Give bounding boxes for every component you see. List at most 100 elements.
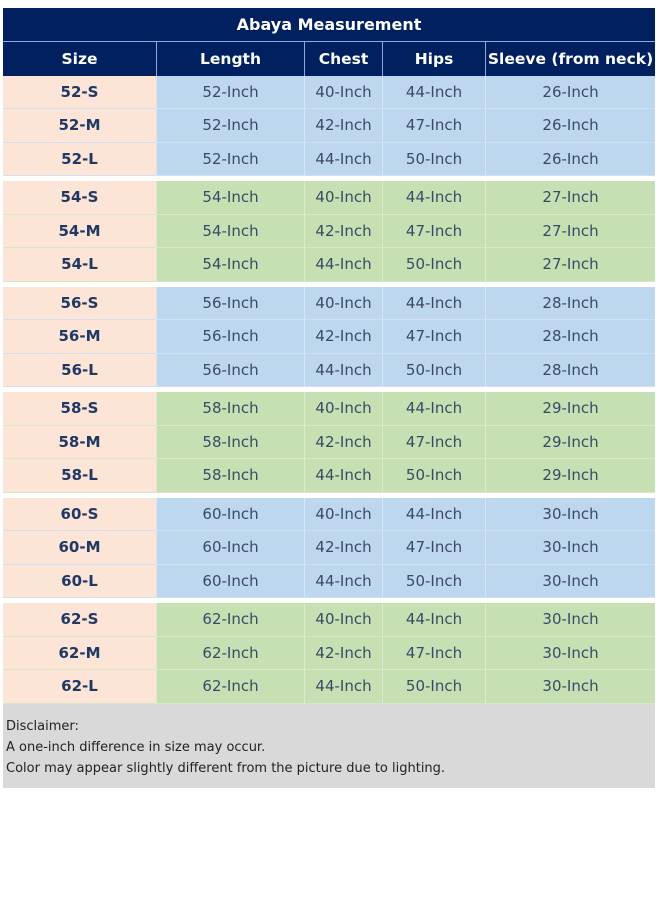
table-row: 56-L 56-Inch 44-Inch 50-Inch 28-Inch xyxy=(3,353,655,387)
header-length: Length xyxy=(157,42,305,76)
size-cell: 54-L xyxy=(3,248,157,282)
hips-cell: 50-Inch xyxy=(383,353,486,387)
table-row: 60-M 60-Inch 42-Inch 47-Inch 30-Inch xyxy=(3,531,655,565)
header-hips: Hips xyxy=(383,42,486,76)
table-row: 58-S 58-Inch 40-Inch 44-Inch 29-Inch xyxy=(3,392,655,426)
hips-cell: 44-Inch xyxy=(383,75,486,109)
table-row: 52-L 52-Inch 44-Inch 50-Inch 26-Inch xyxy=(3,142,655,176)
table-row: 62-S 62-Inch 40-Inch 44-Inch 30-Inch xyxy=(3,603,655,637)
table-row: 58-M 58-Inch 42-Inch 47-Inch 29-Inch xyxy=(3,425,655,459)
chest-cell: 44-Inch xyxy=(305,353,383,387)
sleeve-cell: 29-Inch xyxy=(486,459,655,493)
hips-cell: 44-Inch xyxy=(383,181,486,215)
length-cell: 52-Inch xyxy=(157,109,305,143)
size-cell: 60-L xyxy=(3,564,157,598)
table-row: 56-S 56-Inch 40-Inch 44-Inch 28-Inch xyxy=(3,286,655,320)
size-cell: 52-M xyxy=(3,109,157,143)
table-body: 52-S 52-Inch 40-Inch 44-Inch 26-Inch 52-M 52-I… xyxy=(3,75,655,704)
size-cell: 62-S xyxy=(3,603,157,637)
size-cell: 52-L xyxy=(3,142,157,176)
size-group: 62-S 62-Inch 40-Inch 44-Inch 30-Inch 62-M 62-I… xyxy=(3,603,655,704)
sleeve-cell: 27-Inch xyxy=(486,248,655,282)
size-cell: 56-L xyxy=(3,353,157,387)
chest-cell: 42-Inch xyxy=(305,214,383,248)
size-cell: 60-M xyxy=(3,531,157,565)
size-cell: 58-M xyxy=(3,425,157,459)
size-cell: 56-S xyxy=(3,286,157,320)
size-group: 60-S 60-Inch 40-Inch 44-Inch 30-Inch 60-M 60-I… xyxy=(3,497,655,598)
sleeve-cell: 27-Inch xyxy=(486,181,655,215)
header-row: Size Length Chest Hips Sleeve (from neck… xyxy=(3,42,655,76)
length-cell: 62-Inch xyxy=(157,670,305,704)
length-cell: 58-Inch xyxy=(157,392,305,426)
sleeve-cell: 28-Inch xyxy=(486,320,655,354)
chest-cell: 40-Inch xyxy=(305,497,383,531)
hips-cell: 50-Inch xyxy=(383,670,486,704)
length-cell: 56-Inch xyxy=(157,286,305,320)
table-title: Abaya Measurement xyxy=(3,8,655,42)
table-row: 60-L 60-Inch 44-Inch 50-Inch 30-Inch xyxy=(3,564,655,598)
hips-cell: 44-Inch xyxy=(383,392,486,426)
chest-cell: 40-Inch xyxy=(305,392,383,426)
length-cell: 60-Inch xyxy=(157,531,305,565)
hips-cell: 47-Inch xyxy=(383,636,486,670)
size-cell: 58-S xyxy=(3,392,157,426)
chest-cell: 42-Inch xyxy=(305,425,383,459)
length-cell: 62-Inch xyxy=(157,636,305,670)
chest-cell: 40-Inch xyxy=(305,181,383,215)
size-cell: 56-M xyxy=(3,320,157,354)
table-row: 54-S 54-Inch 40-Inch 44-Inch 27-Inch xyxy=(3,181,655,215)
disclaimer-heading: Disclaimer: xyxy=(6,718,79,734)
length-cell: 54-Inch xyxy=(157,248,305,282)
hips-cell: 47-Inch xyxy=(383,531,486,565)
sleeve-cell: 27-Inch xyxy=(486,214,655,248)
length-cell: 56-Inch xyxy=(157,320,305,354)
table-row: 52-S 52-Inch 40-Inch 44-Inch 26-Inch xyxy=(3,75,655,109)
chest-cell: 44-Inch xyxy=(305,564,383,598)
chest-cell: 44-Inch xyxy=(305,670,383,704)
length-cell: 52-Inch xyxy=(157,142,305,176)
sleeve-cell: 30-Inch xyxy=(486,670,655,704)
hips-cell: 50-Inch xyxy=(383,248,486,282)
sleeve-cell: 26-Inch xyxy=(486,75,655,109)
sleeve-cell: 26-Inch xyxy=(486,109,655,143)
size-group: 58-S 58-Inch 40-Inch 44-Inch 29-Inch 58-M 58-I… xyxy=(3,392,655,493)
hips-cell: 44-Inch xyxy=(383,286,486,320)
chest-cell: 42-Inch xyxy=(305,320,383,354)
disclaimer-line: Color may appear slightly different from… xyxy=(6,760,446,776)
size-group: 54-S 54-Inch 40-Inch 44-Inch 27-Inch 54-M 54-I… xyxy=(3,181,655,282)
chest-cell: 40-Inch xyxy=(305,75,383,109)
length-cell: 54-Inch xyxy=(157,214,305,248)
size-cell: 62-L xyxy=(3,670,157,704)
size-cell: 52-S xyxy=(3,75,157,109)
size-cell: 54-M xyxy=(3,214,157,248)
sleeve-cell: 28-Inch xyxy=(486,286,655,320)
length-cell: 62-Inch xyxy=(157,603,305,637)
hips-cell: 50-Inch xyxy=(383,142,486,176)
hips-cell: 50-Inch xyxy=(383,564,486,598)
size-group: 52-S 52-Inch 40-Inch 44-Inch 26-Inch 52-M 52-I… xyxy=(3,75,655,176)
table-row: 54-M 54-Inch 42-Inch 47-Inch 27-Inch xyxy=(3,214,655,248)
chest-cell: 42-Inch xyxy=(305,531,383,565)
sleeve-cell: 30-Inch xyxy=(486,564,655,598)
table-row: 62-L 62-Inch 44-Inch 50-Inch 30-Inch xyxy=(3,670,655,704)
length-cell: 60-Inch xyxy=(157,564,305,598)
table-row: 54-L 54-Inch 44-Inch 50-Inch 27-Inch xyxy=(3,248,655,282)
length-cell: 54-Inch xyxy=(157,181,305,215)
header-chest: Chest xyxy=(305,42,383,76)
sleeve-cell: 30-Inch xyxy=(486,603,655,637)
length-cell: 58-Inch xyxy=(157,459,305,493)
length-cell: 56-Inch xyxy=(157,353,305,387)
hips-cell: 47-Inch xyxy=(383,320,486,354)
sleeve-cell: 28-Inch xyxy=(486,353,655,387)
length-cell: 60-Inch xyxy=(157,497,305,531)
chest-cell: 42-Inch xyxy=(305,636,383,670)
chest-cell: 44-Inch xyxy=(305,142,383,176)
length-cell: 58-Inch xyxy=(157,425,305,459)
size-cell: 62-M xyxy=(3,636,157,670)
chest-cell: 40-Inch xyxy=(305,603,383,637)
disclaimer: Disclaimer: A one-inch difference in siz… xyxy=(3,703,655,788)
hips-cell: 47-Inch xyxy=(383,214,486,248)
length-cell: 52-Inch xyxy=(157,75,305,109)
hips-cell: 47-Inch xyxy=(383,109,486,143)
